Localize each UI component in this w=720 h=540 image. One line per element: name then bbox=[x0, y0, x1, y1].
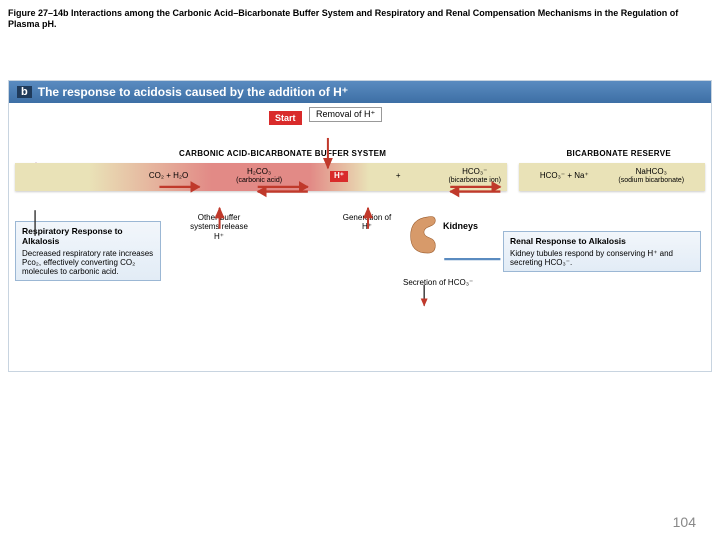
resp-title: Respiratory Response to Alkalosis bbox=[22, 226, 154, 246]
renal-response-box: Renal Response to Alkalosis Kidney tubul… bbox=[503, 231, 701, 272]
eq-bicarb-sub: (bicarbonate ion) bbox=[448, 177, 501, 185]
equation-band: CO₂ + H₂O H₂CO₃ (carbonic acid) H⁺ + HCO… bbox=[15, 161, 705, 193]
eq-plus: + bbox=[396, 172, 401, 181]
panel-tag: b bbox=[17, 86, 32, 98]
eq-carbonic: H₂CO₃ (carbonic acid) bbox=[236, 168, 282, 184]
equation-right: HCO₃⁻ + Na⁺ NaHCO₃ (sodium bicarbonate) bbox=[519, 163, 705, 191]
equation-left: CO₂ + H₂O H₂CO₃ (carbonic acid) H⁺ + HCO… bbox=[15, 163, 507, 191]
eq-nahco3-formula: NaHCO₃ bbox=[636, 167, 667, 176]
figure-caption: Figure 27–14b Interactions among the Car… bbox=[8, 8, 712, 30]
resp-body: Decreased respiratory rate increases Pco… bbox=[22, 249, 154, 276]
eq-nahco3: NaHCO₃ (sodium bicarbonate) bbox=[618, 168, 684, 184]
eq-carbonic-sub: (carbonic acid) bbox=[236, 177, 282, 185]
kidney-icon bbox=[403, 213, 441, 257]
kidneys-label: Kidneys bbox=[443, 221, 478, 231]
label-carbonic-system: CARBONIC ACID-BICARBONATE BUFFER SYSTEM bbox=[179, 149, 386, 158]
secretion-label: Secretion of HCO₃⁻ bbox=[403, 279, 473, 288]
start-badge: Start bbox=[269, 111, 302, 125]
panel-header: b The response to acidosis caused by the… bbox=[9, 81, 711, 103]
eq-bicarb: HCO₃⁻ (bicarbonate ion) bbox=[448, 168, 501, 184]
removal-label: Removal of H⁺ bbox=[309, 107, 382, 123]
panel-title: The response to acidosis caused by the a… bbox=[38, 85, 348, 99]
panel-body: Start Removal of H⁺ CARBONIC ACID-BICARB… bbox=[9, 103, 711, 371]
label-bicarb-reserve: BICARBONATE RESERVE bbox=[566, 149, 671, 158]
other-buffers-label: Other buffer systems release H⁺ bbox=[187, 213, 251, 242]
eq-carbonic-formula: H₂CO₃ bbox=[247, 167, 271, 176]
page-number: 104 bbox=[673, 514, 696, 530]
eq-bicarb-formula: HCO₃⁻ bbox=[462, 167, 487, 176]
respiratory-response-box: Respiratory Response to Alkalosis Decrea… bbox=[15, 221, 161, 281]
renal-title: Renal Response to Alkalosis bbox=[510, 236, 694, 246]
eq-nahco3-sub: (sodium bicarbonate) bbox=[618, 177, 684, 185]
renal-body: Kidney tubules respond by conserving H⁺ … bbox=[510, 249, 694, 267]
eq-bicarb-na: HCO₃⁻ + Na⁺ bbox=[540, 172, 589, 181]
eq-h-plus: H⁺ bbox=[330, 171, 348, 182]
generation-h-label: Generation of H⁺ bbox=[337, 213, 397, 232]
eq-co2-h2o: CO₂ + H₂O bbox=[149, 172, 188, 181]
panel-b: b The response to acidosis caused by the… bbox=[8, 80, 712, 372]
